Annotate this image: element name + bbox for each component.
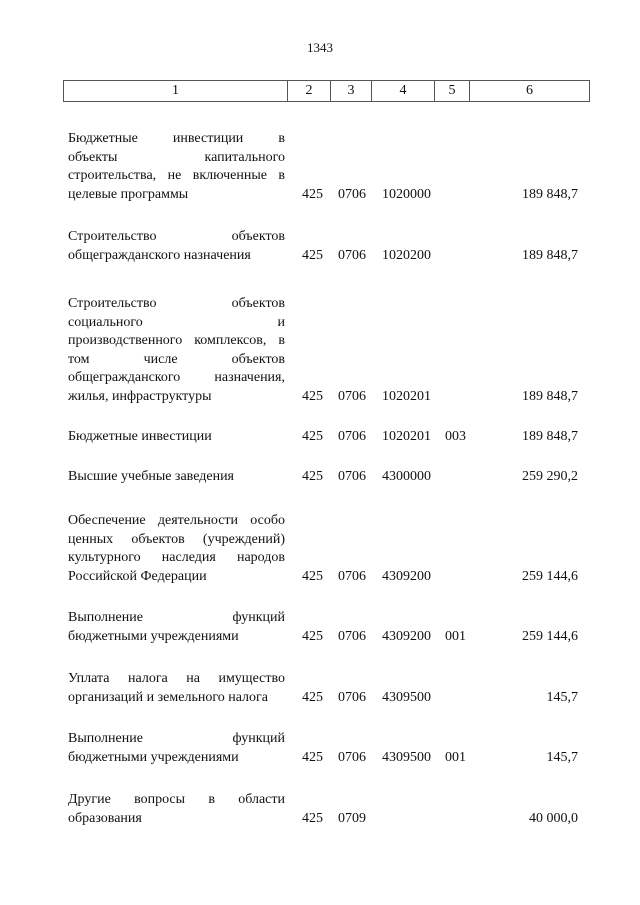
description-line: Высшие учебные заведения bbox=[68, 468, 234, 484]
row-description: Выполнение функций бюджетными учреждениям… bbox=[68, 730, 285, 767]
description-line: Бюджетные инвестиции в bbox=[68, 131, 285, 146]
row-col3: 0706 bbox=[338, 388, 366, 404]
row-col3: 0706 bbox=[338, 689, 366, 705]
row-description: Другие вопросы в области образования bbox=[68, 791, 285, 828]
row-col4: 1020000 bbox=[382, 186, 431, 202]
row-col5: 001 bbox=[445, 749, 466, 765]
row-col6: 189 848,7 bbox=[522, 428, 578, 444]
row-col6: 145,7 bbox=[546, 689, 579, 705]
row-col6: 259 144,6 bbox=[522, 628, 578, 644]
description-line: бюджетными учреждениями bbox=[68, 749, 239, 765]
row-col6: 40 000,0 bbox=[529, 810, 578, 826]
row-description: Уплата налога на имущество организаций и … bbox=[68, 670, 285, 707]
description-line: общегражданского назначения, bbox=[68, 370, 285, 385]
description-line: Выполнение функций bbox=[68, 610, 285, 625]
description-line: Обеспечение деятельности особо bbox=[68, 513, 285, 528]
row-col4: 4309200 bbox=[382, 628, 431, 644]
row-col2: 425 bbox=[302, 689, 323, 705]
description-line: том числе объектов bbox=[68, 351, 285, 367]
row-col6: 259 144,6 bbox=[522, 568, 578, 584]
row-col4: 1020201 bbox=[382, 388, 431, 404]
row-description: Высшие учебные заведения bbox=[68, 468, 285, 487]
row-col2: 425 bbox=[302, 468, 323, 484]
description-line: объекты капитального bbox=[68, 149, 285, 165]
description-line: образования bbox=[68, 810, 142, 826]
row-col2: 425 bbox=[302, 810, 323, 826]
row-description: Строительство объектов социального и произ… bbox=[68, 295, 285, 406]
description-line: Выполнение функций bbox=[68, 731, 285, 746]
row-col2: 425 bbox=[302, 568, 323, 584]
row-col5: 001 bbox=[445, 628, 466, 644]
header-col-2: 2 bbox=[288, 81, 331, 101]
row-description: Строительство объектов общегражданского н… bbox=[68, 228, 285, 265]
description-line: целевые программы bbox=[68, 186, 189, 202]
description-line: жилья, инфраструктуры bbox=[68, 388, 212, 404]
header-col-6: 6 bbox=[526, 83, 533, 98]
row-col2: 425 bbox=[302, 428, 323, 444]
header-col-5: 5 bbox=[435, 81, 470, 101]
description-line: Российской Федерации bbox=[68, 568, 207, 584]
row-col4: 4309500 bbox=[382, 749, 431, 765]
header-col-1: 1 bbox=[64, 81, 288, 101]
row-col3: 0706 bbox=[338, 628, 366, 644]
row-col6: 259 290,2 bbox=[522, 468, 578, 484]
row-col3: 0709 bbox=[338, 810, 366, 826]
row-col4: 4309200 bbox=[382, 568, 431, 584]
row-col4: 1020201 bbox=[382, 428, 431, 444]
page-number: 1343 bbox=[307, 40, 333, 55]
row-col3: 0706 bbox=[338, 428, 366, 444]
row-col2: 425 bbox=[302, 186, 323, 202]
header-col-3: 3 bbox=[331, 81, 372, 101]
description-line: Строительство объектов bbox=[68, 229, 285, 244]
description-line: организаций и земельного налога bbox=[68, 689, 268, 705]
description-line: Уплата налога на имущество bbox=[68, 671, 285, 686]
row-description: Выполнение функций бюджетными учреждениям… bbox=[68, 609, 285, 646]
row-col3: 0706 bbox=[338, 186, 366, 202]
description-line: Строительство объектов bbox=[68, 296, 285, 311]
row-description: Бюджетные инвестиции в объекты капитально… bbox=[68, 130, 285, 204]
description-line: культурного наследия народов bbox=[68, 550, 285, 565]
row-col3: 0706 bbox=[338, 568, 366, 584]
description-line: Другие вопросы в области bbox=[68, 792, 285, 807]
description-line: общегражданского назначения bbox=[68, 247, 251, 263]
row-col2: 425 bbox=[302, 247, 323, 263]
row-col3: 0706 bbox=[338, 247, 366, 263]
row-col4: 1020200 bbox=[382, 247, 431, 263]
description-line: строительства, не включенные в bbox=[68, 168, 285, 183]
description-line: Бюджетные инвестиции bbox=[68, 428, 212, 444]
table-header: 1 2 3 4 5 6 bbox=[63, 80, 590, 102]
description-line: ценных объектов (учреждений) bbox=[68, 531, 285, 547]
row-col4: 4300000 bbox=[382, 468, 431, 484]
row-col2: 425 bbox=[302, 749, 323, 765]
row-col6: 189 848,7 bbox=[522, 247, 578, 263]
row-col5: 003 bbox=[445, 428, 466, 444]
row-col3: 0706 bbox=[338, 468, 366, 484]
description-line: социального и bbox=[68, 314, 285, 330]
row-col2: 425 bbox=[302, 628, 323, 644]
row-col4: 4309500 bbox=[382, 689, 431, 705]
row-col6: 189 848,7 bbox=[522, 388, 578, 404]
header-col-4: 4 bbox=[372, 81, 435, 101]
description-line: бюджетными учреждениями bbox=[68, 628, 239, 644]
row-col3: 0706 bbox=[338, 749, 366, 765]
row-description: Обеспечение деятельности особо ценных объ… bbox=[68, 512, 285, 586]
row-col6: 145,7 bbox=[546, 749, 579, 765]
row-description: Бюджетные инвестиции bbox=[68, 428, 285, 447]
row-col6: 189 848,7 bbox=[522, 186, 578, 202]
description-line: производственного комплексов, в bbox=[68, 333, 285, 348]
row-col2: 425 bbox=[302, 388, 323, 404]
